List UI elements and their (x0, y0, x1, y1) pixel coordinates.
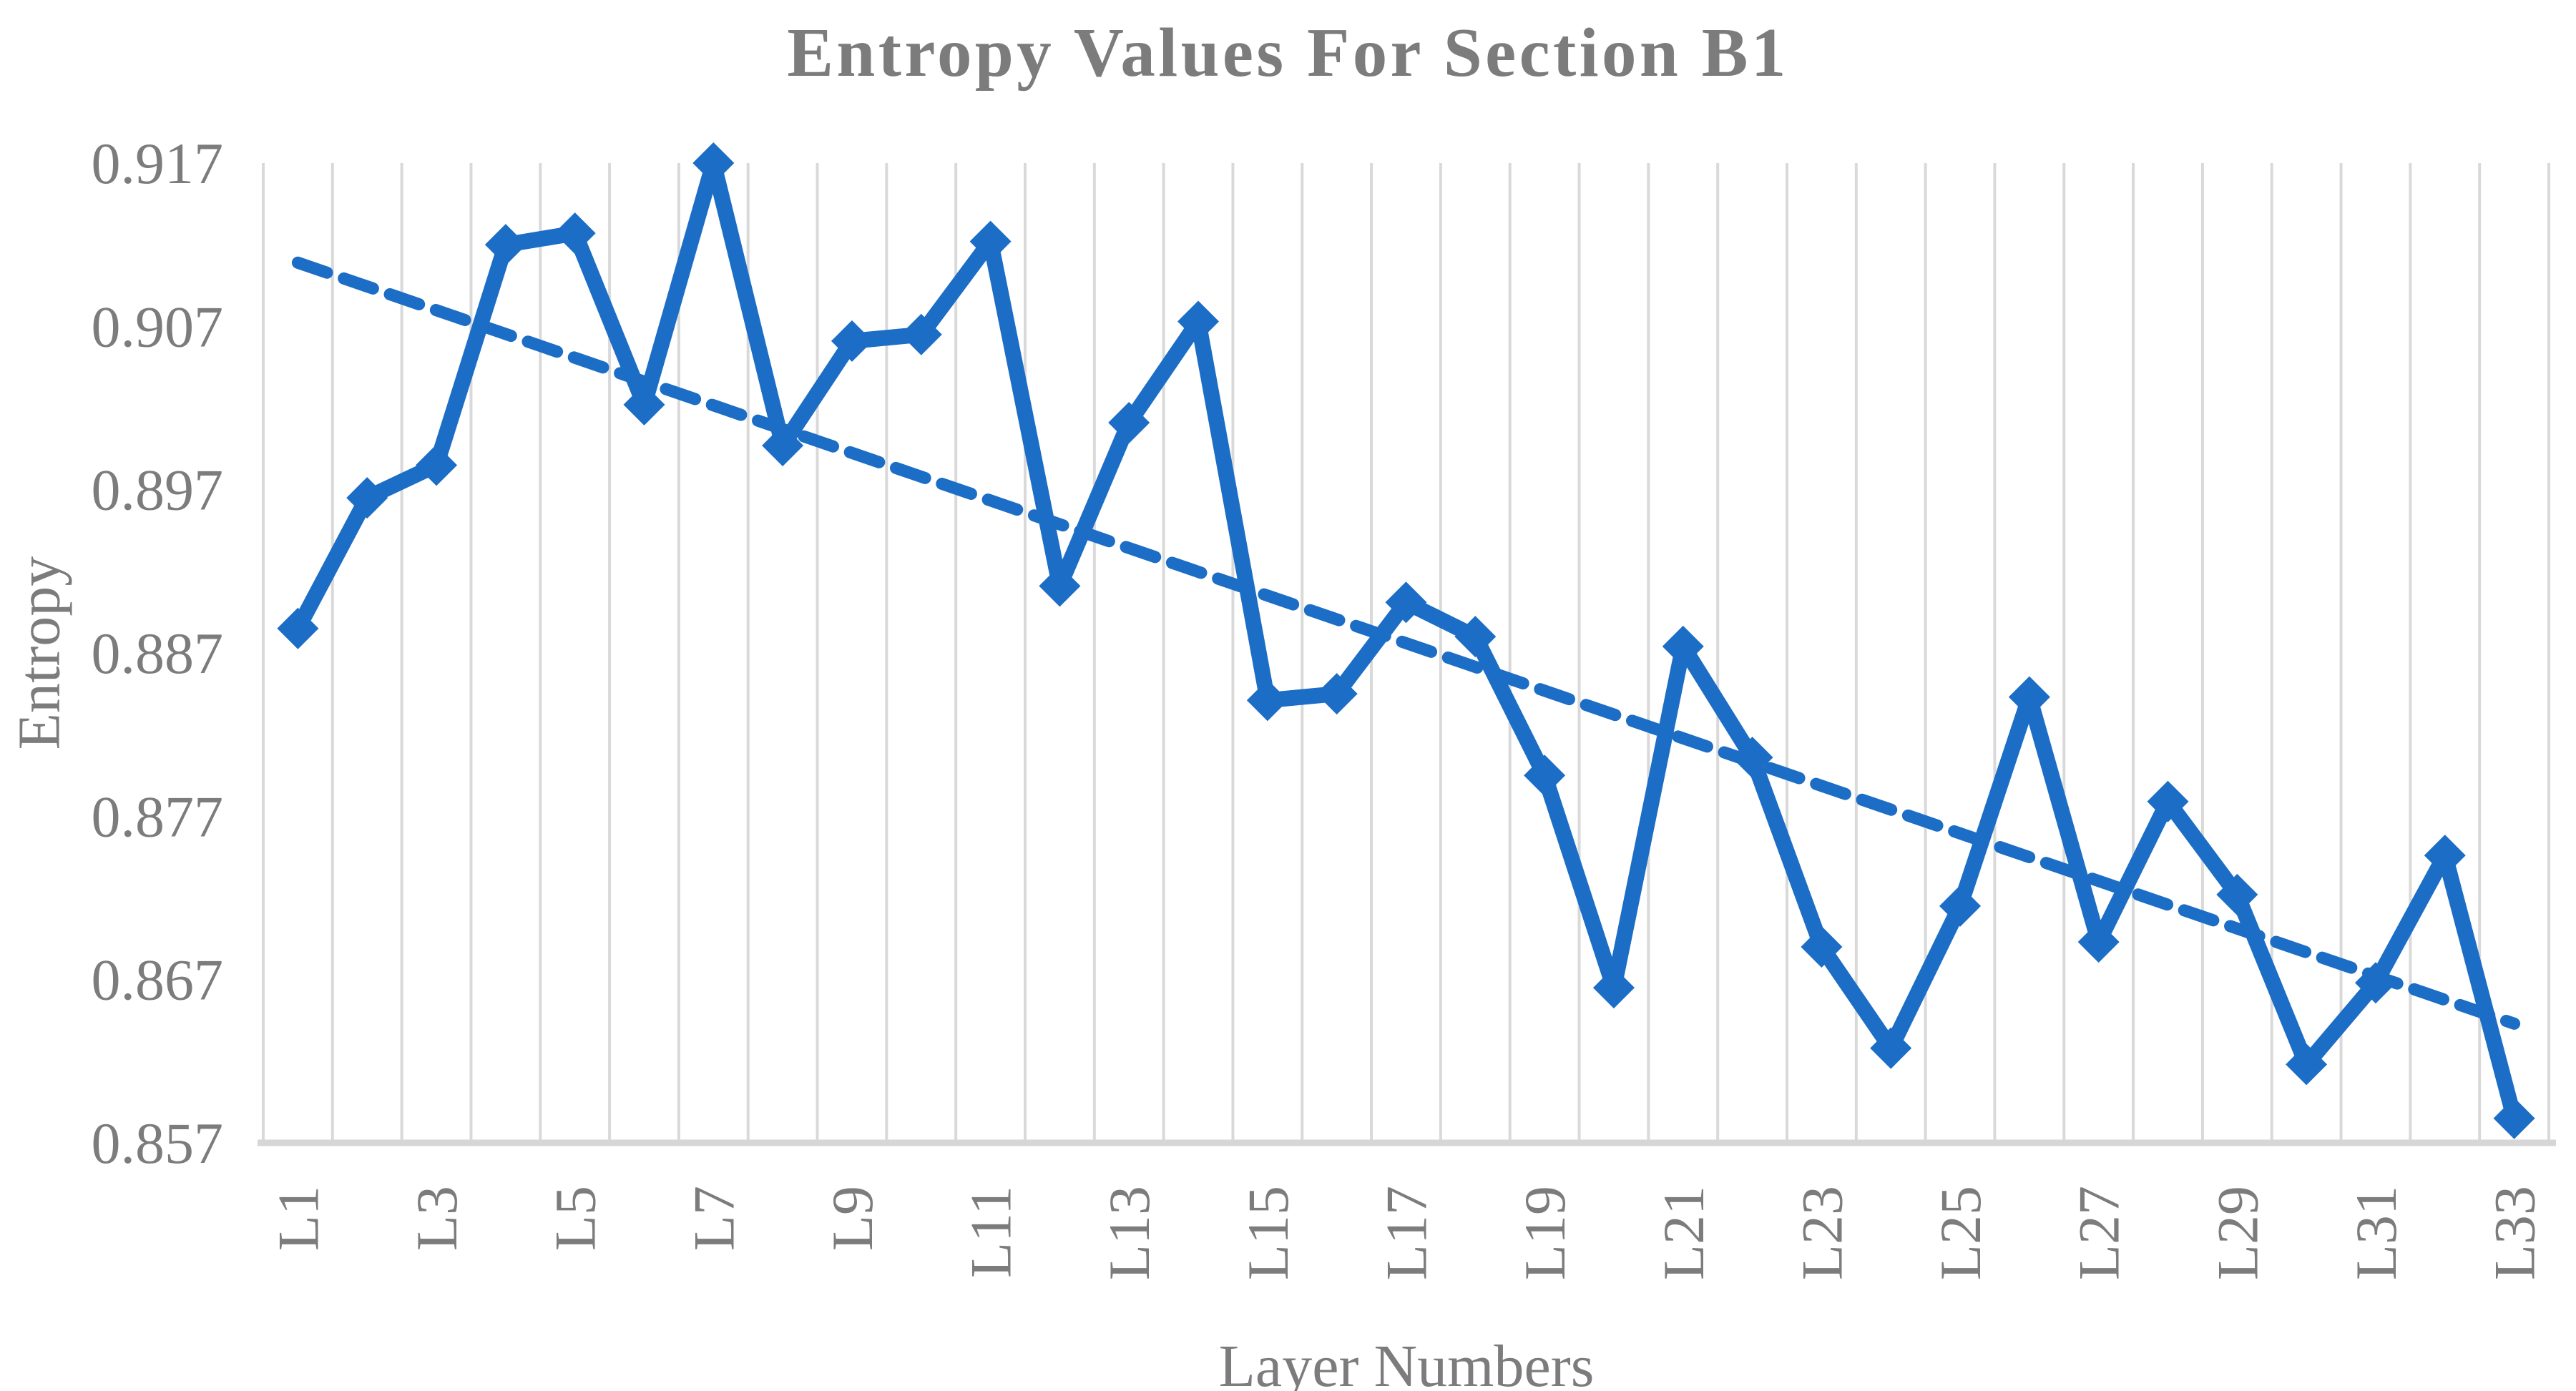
data-point-L2 (346, 477, 388, 519)
data-point-L9 (831, 320, 873, 362)
data-point-L12 (1039, 565, 1081, 607)
x-tick-label: L23 (1789, 1186, 1854, 1280)
x-axis-title: Layer Numbers (1218, 1333, 1595, 1391)
data-point-L25 (1939, 885, 1982, 927)
data-point-L27 (2077, 921, 2120, 963)
data-point-L13 (1108, 402, 1150, 444)
data-point-L22 (1731, 737, 1773, 779)
x-tick-label: L5 (543, 1186, 608, 1251)
x-tick-label: L9 (820, 1186, 885, 1251)
data-point-L24 (1870, 1027, 1912, 1069)
data-point-L21 (1662, 625, 1704, 667)
data-point-L26 (2008, 676, 2050, 718)
y-tick-label: 0.857 (92, 1111, 224, 1176)
x-tick-label: L33 (2482, 1186, 2547, 1280)
x-tick-label: L13 (1097, 1186, 1162, 1280)
data-point-L31 (2354, 962, 2396, 1004)
data-point-L17 (1385, 581, 1427, 624)
data-point-L20 (1592, 967, 1635, 1009)
data-point-L1 (277, 607, 319, 649)
x-tick-label: L25 (1928, 1186, 1993, 1280)
data-point-L3 (416, 444, 458, 486)
data-point-L16 (1316, 673, 1358, 715)
y-tick-label: 0.897 (92, 458, 224, 523)
data-point-L10 (900, 313, 942, 355)
data-point-L15 (1246, 679, 1288, 722)
x-tick-label: L21 (1651, 1186, 1716, 1280)
y-tick-label: 0.887 (92, 621, 224, 686)
data-point-L8 (762, 425, 804, 467)
x-tick-label: L1 (265, 1186, 330, 1251)
data-point-L18 (1454, 616, 1497, 658)
data-point-L23 (1801, 926, 1843, 968)
chart-title: Entropy Values For Section B1 (787, 14, 1789, 91)
trendline (291, 256, 2521, 1030)
x-tick-label: L29 (2205, 1186, 2270, 1280)
y-tick-label: 0.917 (92, 131, 224, 196)
data-point-L5 (554, 212, 596, 255)
data-point-L11 (969, 220, 1012, 262)
data-point-L14 (1177, 300, 1220, 343)
data-point-L6 (623, 383, 665, 426)
x-tick-label: L3 (404, 1186, 469, 1251)
data-point-L28 (2147, 780, 2189, 822)
data-point-L7 (692, 142, 735, 184)
x-tick-label: L7 (681, 1186, 746, 1251)
data-point-L19 (1524, 755, 1566, 797)
y-tick-label: 0.877 (92, 784, 224, 849)
x-tick-label: L19 (1512, 1186, 1577, 1280)
y-tick-label: 0.907 (92, 294, 224, 359)
x-tick-label: L31 (2344, 1186, 2409, 1280)
x-tick-label: L27 (2067, 1186, 2132, 1280)
data-point-L30 (2286, 1043, 2328, 1086)
y-tick-label: 0.867 (92, 948, 224, 1013)
data-point-L4 (484, 224, 527, 266)
x-tick-label: L11 (959, 1186, 1024, 1278)
data-point-L32 (2424, 835, 2466, 877)
data-point-L29 (2216, 873, 2258, 915)
y-axis-title: Entropy (6, 556, 73, 750)
x-tick-label: L17 (1374, 1186, 1439, 1280)
x-tick-label: L15 (1235, 1186, 1301, 1280)
data-point-L33 (2493, 1097, 2535, 1139)
